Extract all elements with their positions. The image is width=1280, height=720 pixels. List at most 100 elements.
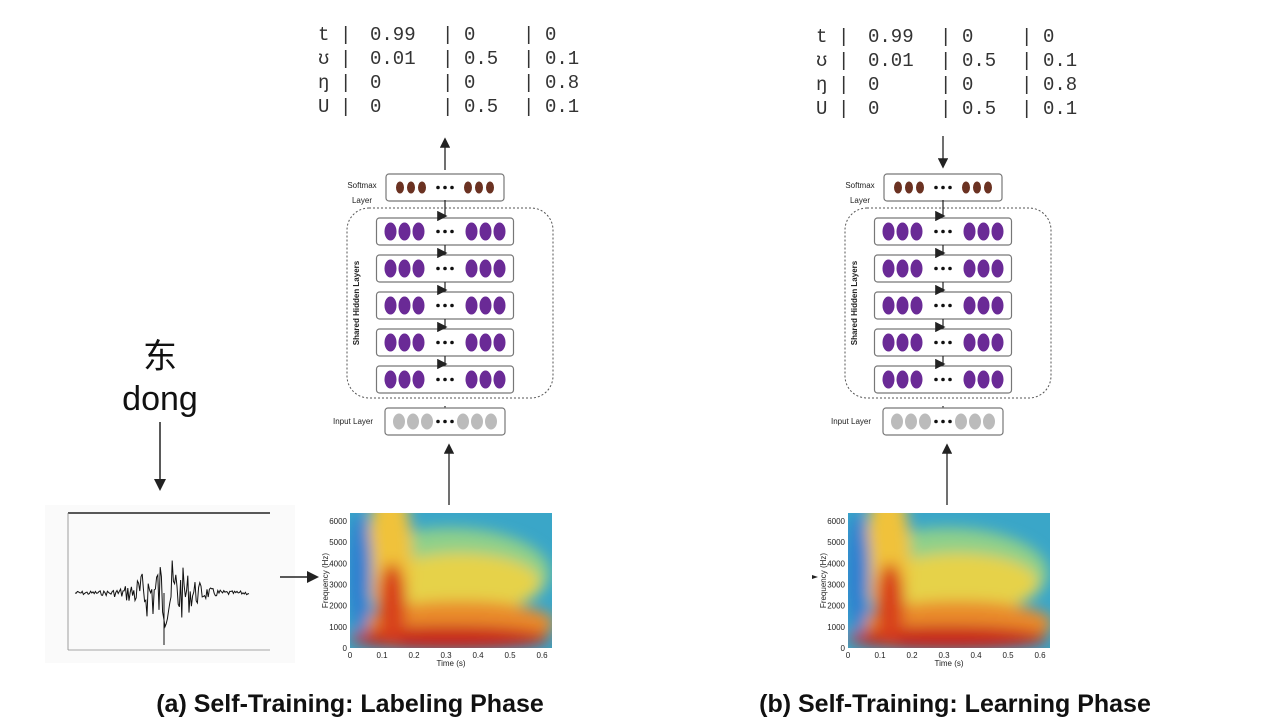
ellipsis-dot xyxy=(436,229,440,234)
table-cell: 0.8 xyxy=(545,72,579,94)
arrow-head xyxy=(812,575,818,579)
node xyxy=(486,181,494,194)
node xyxy=(963,333,976,352)
table-cell: 0.1 xyxy=(545,48,579,70)
table-cell: 0.5 xyxy=(962,50,996,72)
node xyxy=(896,222,909,241)
node xyxy=(493,333,506,352)
y-tick-label: 5000 xyxy=(827,538,845,547)
table-cell: 0.8 xyxy=(1043,74,1077,96)
ellipsis-dot xyxy=(443,419,447,424)
node xyxy=(398,333,411,352)
hidden-label: Shared Hidden Layers xyxy=(352,260,361,345)
separator: | xyxy=(1021,50,1032,72)
y-tick-label: 6000 xyxy=(827,517,845,526)
node xyxy=(991,259,1004,278)
node xyxy=(905,413,917,430)
table-cell: 0.5 xyxy=(962,98,996,120)
ellipsis-dot xyxy=(450,185,454,190)
x-tick-label: 0.3 xyxy=(938,651,950,660)
separator: | xyxy=(838,26,849,48)
node xyxy=(991,296,1004,315)
softmax-label: Softmax xyxy=(347,181,376,190)
node xyxy=(896,333,909,352)
separator: | xyxy=(940,26,951,48)
spec-blob xyxy=(350,513,372,633)
separator: | xyxy=(838,98,849,120)
y-tick-label: 0 xyxy=(841,644,846,653)
node xyxy=(896,259,909,278)
ellipsis-dot xyxy=(450,377,454,382)
ellipsis-dot xyxy=(941,229,945,234)
separator: | xyxy=(940,74,951,96)
x-tick-label: 0.2 xyxy=(906,651,918,660)
ellipsis-dot xyxy=(941,340,945,345)
x-tick-label: 0.6 xyxy=(1034,651,1046,660)
x-tick-label: 0.5 xyxy=(1002,651,1014,660)
node xyxy=(457,413,469,430)
node xyxy=(465,259,478,278)
ellipsis-dot xyxy=(948,303,952,308)
hidden-label: Shared Hidden Layers xyxy=(850,260,859,345)
ellipsis-dot xyxy=(450,266,454,271)
table-cell: 0 xyxy=(962,74,973,96)
separator: | xyxy=(442,96,453,118)
node xyxy=(991,333,1004,352)
ellipsis-dot xyxy=(436,266,440,271)
x-tick-label: 0 xyxy=(846,651,851,660)
y-tick-label: 5000 xyxy=(329,538,347,547)
separator: | xyxy=(442,24,453,46)
node xyxy=(465,222,478,241)
node xyxy=(393,413,405,430)
node xyxy=(963,222,976,241)
chinese-character: 东 xyxy=(143,338,177,376)
node xyxy=(910,333,923,352)
ellipsis-dot xyxy=(948,185,952,190)
separator: | xyxy=(442,48,453,70)
node xyxy=(910,222,923,241)
node xyxy=(412,296,425,315)
node xyxy=(384,370,397,389)
spec-blob xyxy=(380,553,540,613)
table-cell: 0 xyxy=(868,74,879,96)
ellipsis-dot xyxy=(934,266,938,271)
node xyxy=(493,259,506,278)
node xyxy=(479,296,492,315)
node xyxy=(398,370,411,389)
separator: | xyxy=(940,98,951,120)
table-cell: 0.99 xyxy=(370,24,416,46)
ellipsis-dot xyxy=(948,229,952,234)
node xyxy=(471,413,483,430)
waveform xyxy=(45,505,295,663)
ellipsis-dot xyxy=(948,377,952,382)
y-tick-label: 3000 xyxy=(827,581,845,590)
node xyxy=(398,222,411,241)
node xyxy=(475,181,483,194)
y-tick-label: 2000 xyxy=(329,602,347,611)
node xyxy=(963,296,976,315)
separator: | xyxy=(442,72,453,94)
table-cell: 0 xyxy=(545,24,556,46)
table-cell: 0.1 xyxy=(1043,50,1077,72)
node xyxy=(418,181,426,194)
node xyxy=(465,333,478,352)
table-cell: 0.01 xyxy=(868,50,914,72)
softmax-label: Layer xyxy=(850,196,870,205)
node xyxy=(894,181,902,194)
table-cell: 0 xyxy=(962,26,973,48)
table-cell: 0.99 xyxy=(868,26,914,48)
node xyxy=(464,181,472,194)
caption: (b) Self-Training: Learning Phase xyxy=(759,690,1151,718)
separator: | xyxy=(1021,74,1032,96)
separator: | xyxy=(1021,98,1032,120)
ellipsis-dot xyxy=(941,185,945,190)
input-label: Input Layer xyxy=(333,417,373,426)
ellipsis-dot xyxy=(934,377,938,382)
x-tick-label: 0.1 xyxy=(874,651,886,660)
x-tick-label: 0.1 xyxy=(376,651,388,660)
spec-blob xyxy=(350,626,550,648)
y-tick-label: 1000 xyxy=(827,623,845,632)
separator: | xyxy=(523,48,534,70)
y-tick-label: 0 xyxy=(343,644,348,653)
